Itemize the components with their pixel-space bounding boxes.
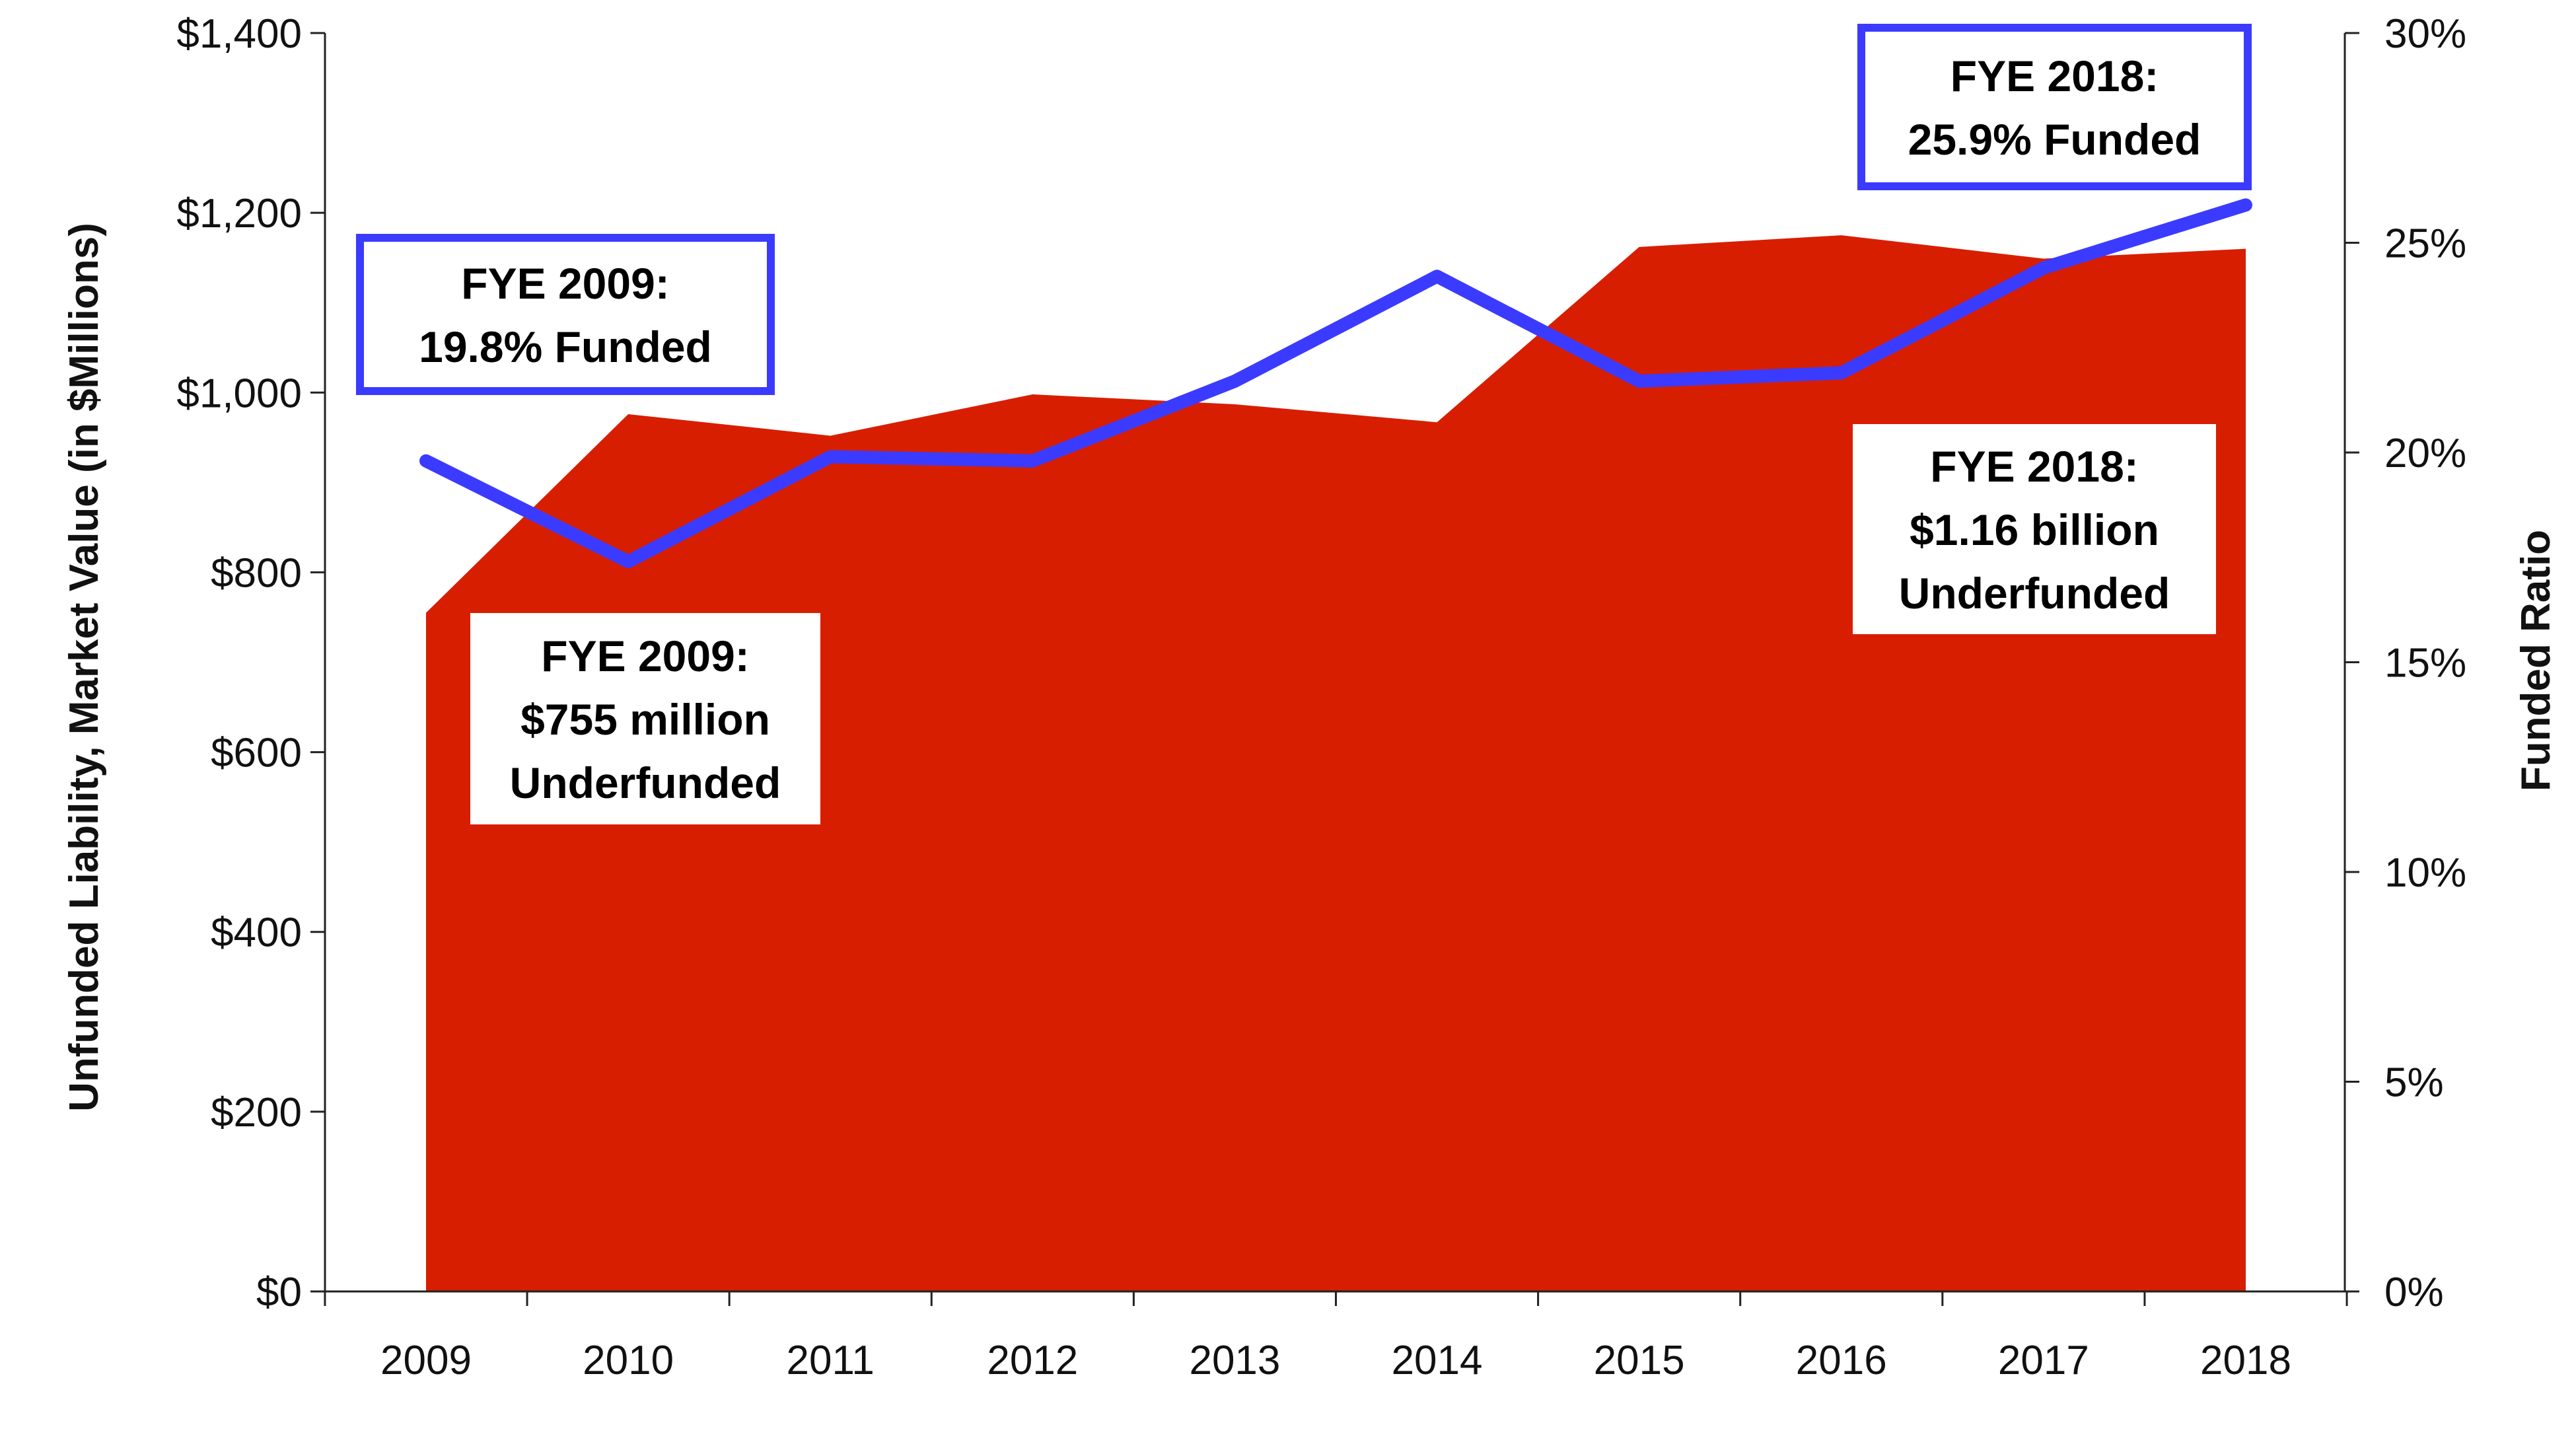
annotation-2: FYE 2009: $755 million Underfunded bbox=[470, 613, 820, 824]
x-tick-label: 2018 bbox=[2200, 1338, 2291, 1383]
annotation-1: FYE 2009: 19.8% Funded bbox=[356, 234, 775, 395]
y2-tick-label: 30% bbox=[2384, 11, 2466, 57]
y-tick-label: $600 bbox=[211, 731, 302, 776]
annotation-text: 19.8% Funded bbox=[419, 322, 712, 371]
funded-ratio-point bbox=[1840, 372, 1842, 374]
x-tick-label: 2015 bbox=[1594, 1338, 1685, 1383]
funded-ratio-point bbox=[1638, 381, 1640, 382]
annotation-4: FYE 2018: $1.16 billion Underfunded bbox=[1853, 424, 2216, 634]
x-tick-label: 2016 bbox=[1796, 1338, 1887, 1383]
y-tick-label: $800 bbox=[211, 550, 302, 596]
x-tick-label: 2010 bbox=[583, 1338, 674, 1383]
annotation-text: FYE 2009: bbox=[541, 632, 750, 680]
annotation-text: 25.9% Funded bbox=[1908, 115, 2201, 164]
annotations-layer: FYE 2009: 19.8% Funded FYE 2009: $755 milli… bbox=[356, 24, 2252, 824]
annotation-box bbox=[470, 613, 820, 824]
annotation-text: FYE 2018: bbox=[1950, 52, 2159, 100]
x-tick-label: 2013 bbox=[1189, 1338, 1280, 1383]
y-tick-label: $1,400 bbox=[176, 11, 302, 57]
annotation-text: FYE 2009: bbox=[461, 259, 670, 308]
funded-ratio-point bbox=[2042, 267, 2044, 269]
annotation-box bbox=[1857, 24, 2252, 190]
funded-ratio-point bbox=[425, 460, 427, 462]
y2-tick-label: 5% bbox=[2384, 1060, 2444, 1106]
line-layer bbox=[419, 198, 2252, 569]
y2-tick-label: 25% bbox=[2384, 221, 2466, 267]
annotation-3: FYE 2018: 25.9% Funded bbox=[1857, 24, 2252, 190]
y2-axis-label: Funded Ratio bbox=[2513, 530, 2559, 791]
unfunded-liability-area bbox=[426, 235, 2246, 1292]
funded-ratio-point bbox=[627, 561, 629, 563]
y-tick-label: $400 bbox=[211, 910, 302, 956]
area-layer bbox=[426, 235, 2246, 1292]
x-tick-label: 2012 bbox=[987, 1338, 1078, 1383]
funded-ratio-point bbox=[830, 456, 832, 458]
axes-layer: $0 $200 $400 $600 $800 $1,000 $1,200 $1,400 0% 5%… bbox=[176, 11, 2466, 1383]
annotation-text: FYE 2018: bbox=[1930, 442, 2139, 491]
y2-tick-label: 0% bbox=[2384, 1270, 2444, 1315]
y-tick-label: $0 bbox=[256, 1270, 302, 1315]
annotation-text: Underfunded bbox=[1899, 569, 2170, 618]
y-tick-label: $200 bbox=[211, 1090, 302, 1136]
y-axis-label: Unfunded Liability, Market Value (in $Mi… bbox=[61, 223, 107, 1112]
annotation-box bbox=[356, 234, 775, 395]
funded-ratio-point bbox=[1234, 381, 1236, 382]
annotation-box bbox=[1853, 424, 2216, 634]
y2-tick-label: 10% bbox=[2384, 850, 2466, 896]
annotation-text: $755 million bbox=[520, 695, 770, 744]
funded-ratio-point bbox=[2245, 204, 2246, 206]
y-tick-label: $1,000 bbox=[176, 371, 302, 416]
x-tick-label: 2014 bbox=[1392, 1338, 1483, 1383]
y2-tick-label: 15% bbox=[2384, 641, 2466, 686]
funded-ratio-line bbox=[419, 198, 2252, 569]
annotation-text: Underfunded bbox=[510, 758, 781, 807]
funded-ratio-point bbox=[1436, 275, 1438, 277]
y2-tick-label: 20% bbox=[2384, 431, 2466, 476]
x-tick-label: 2017 bbox=[1998, 1338, 2089, 1383]
annotation-text: $1.16 billion bbox=[1910, 505, 2159, 554]
x-tick-label: 2009 bbox=[380, 1338, 472, 1383]
y-tick-label: $1,200 bbox=[176, 191, 302, 236]
x-tick-label: 2011 bbox=[787, 1338, 875, 1383]
funded-ratio-point bbox=[1032, 460, 1034, 462]
